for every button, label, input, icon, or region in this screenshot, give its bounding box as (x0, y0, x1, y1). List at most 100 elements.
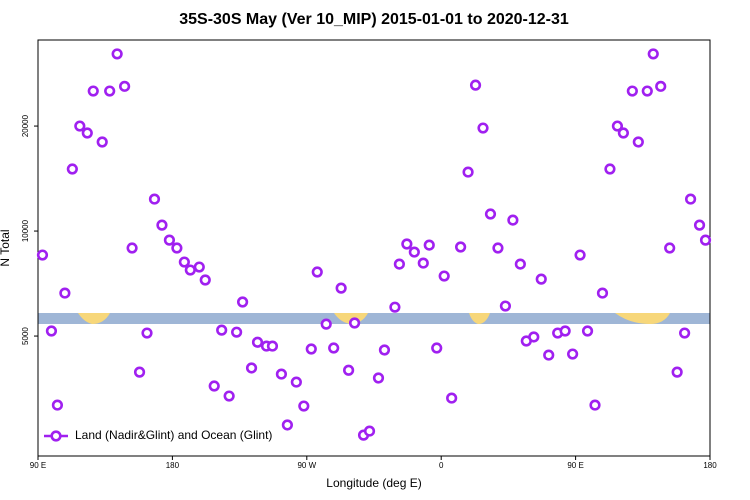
data-point (469, 79, 482, 91)
data-point (320, 318, 332, 330)
x-tick-label: 90 W (297, 461, 316, 470)
plot-frame (37, 39, 711, 457)
data-point (199, 274, 211, 286)
data-point (684, 193, 697, 205)
ocean-band (38, 313, 710, 324)
data-point (156, 219, 168, 231)
data-point (251, 336, 264, 348)
x-tick-label: 90 E (30, 461, 46, 470)
data-point (446, 392, 458, 404)
data-point (348, 317, 361, 329)
data-point (245, 362, 258, 374)
y-axis-label: N Total (0, 229, 12, 266)
data-point (208, 380, 220, 392)
data-point (236, 296, 249, 308)
data-point (231, 326, 243, 338)
data-point (589, 399, 601, 411)
data-point (417, 257, 429, 269)
x-axis-label: Longitude (deg E) (326, 476, 421, 490)
data-point (81, 127, 93, 139)
data-point (574, 249, 586, 261)
data-point (281, 419, 293, 431)
data-point (223, 390, 235, 402)
data-point (133, 366, 146, 378)
data-point (96, 136, 108, 148)
x-tick-label: 90 E (567, 461, 583, 470)
data-point (171, 242, 183, 254)
data-point (298, 400, 310, 412)
data-point (477, 122, 489, 134)
data-point (378, 344, 391, 356)
x-tick-label: 0 (439, 461, 444, 470)
data-point (596, 287, 609, 299)
data-point (611, 120, 624, 132)
data-point (431, 342, 443, 354)
data-point (462, 166, 474, 178)
y-tick-label: 10000 (21, 219, 30, 242)
data-point (45, 325, 58, 337)
data-point (655, 80, 667, 92)
chart-title: 35S-30S May (Ver 10_MIP) 2015-01-01 to 2… (179, 11, 569, 28)
data-point (664, 242, 676, 254)
data-point (604, 163, 616, 175)
y-tick-label: 20000 (21, 114, 30, 137)
data-point (193, 261, 205, 273)
legend-label: Land (Nadir&Glint) and Ocean (Glint) (75, 428, 272, 442)
data-point (328, 342, 340, 354)
data-point (266, 340, 279, 352)
data-point (507, 214, 519, 226)
data-point (647, 48, 659, 60)
data-point (111, 48, 123, 60)
data-point (275, 368, 288, 380)
data-point (632, 136, 644, 148)
data-point (492, 242, 504, 254)
x-tick-label: 180 (703, 461, 717, 470)
data-point (372, 372, 385, 384)
data-point (119, 80, 131, 92)
x-tick-label: 180 (166, 461, 180, 470)
data-point (184, 264, 196, 276)
data-point (335, 282, 347, 294)
data-point (484, 208, 497, 220)
data-point (104, 85, 116, 97)
data-point (514, 258, 526, 270)
data-point (216, 324, 228, 336)
land-patch (615, 313, 670, 324)
data-point (581, 325, 594, 337)
data-point (641, 85, 653, 97)
data-point (148, 193, 161, 205)
data-point (617, 127, 629, 139)
data-point (59, 287, 71, 299)
data-point (178, 256, 190, 268)
data-point (559, 325, 571, 337)
data-point (311, 266, 323, 278)
data-point (87, 85, 99, 97)
data-point (141, 327, 153, 339)
data-point (343, 364, 355, 376)
data-point (36, 249, 49, 261)
data-point (126, 242, 138, 254)
land-patch (78, 313, 110, 324)
data-point (699, 234, 712, 246)
data-point (423, 239, 435, 251)
data-point (363, 425, 376, 437)
data-point (51, 399, 64, 411)
data-point (66, 163, 78, 175)
data-point (163, 234, 176, 246)
data-point (290, 376, 302, 388)
data-point (679, 327, 691, 339)
data-point (543, 349, 555, 361)
land-patch (469, 313, 490, 324)
data-point (74, 120, 86, 132)
data-point (626, 85, 638, 97)
data-point (438, 270, 450, 282)
data-point (393, 258, 405, 270)
data-point (693, 219, 706, 231)
legend-marker (50, 430, 62, 442)
data-point (408, 246, 420, 258)
data-point (567, 348, 579, 360)
data-point (401, 238, 413, 250)
data-point (535, 273, 547, 285)
data-point (671, 366, 683, 378)
